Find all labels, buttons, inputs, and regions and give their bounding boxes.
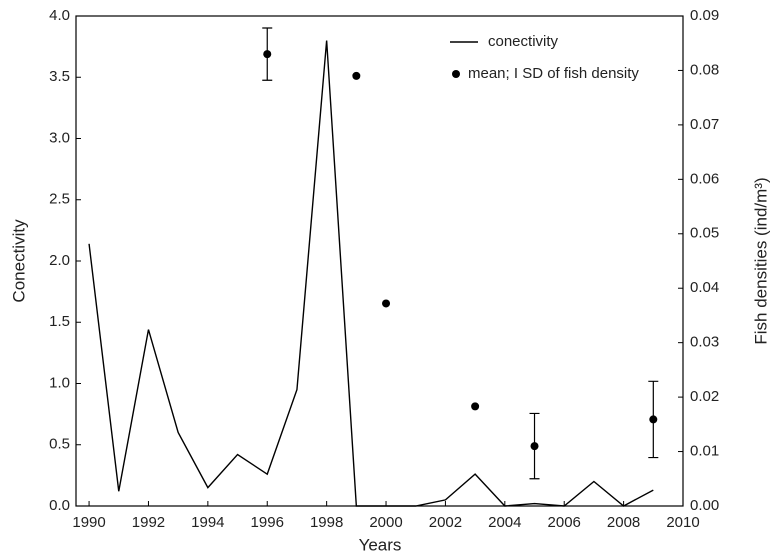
data-point (382, 299, 391, 308)
x-axis-title: Years (359, 535, 402, 554)
data-point (471, 402, 480, 411)
y2-tick-label: 0.01 (690, 443, 719, 460)
y2-tick-label: 0.04 (690, 279, 719, 296)
y2-axis-title: Fish densities (ind/m³) (751, 177, 770, 344)
y-axis-title: Conectivity (9, 219, 28, 303)
x-tick-label: 2002 (429, 514, 462, 531)
x-tick-label: 2010 (666, 514, 699, 531)
legend-label: conectivity (488, 33, 559, 50)
y-tick-label: 2.0 (49, 252, 70, 269)
y-tick-label: 4.0 (49, 7, 70, 24)
y2-tick-label: 0.00 (690, 497, 719, 514)
x-tick-label: 2000 (369, 514, 402, 531)
legend-label: mean; I SD of fish density (468, 65, 639, 82)
x-tick-label: 2006 (548, 514, 581, 531)
data-point (263, 50, 272, 59)
y-tick-label: 1.5 (49, 313, 70, 330)
y2-tick-label: 0.03 (690, 334, 719, 351)
x-tick-label: 1996 (251, 514, 284, 531)
y-tick-label: 3.0 (49, 129, 70, 146)
y-tick-label: 0.5 (49, 436, 70, 453)
y2-tick-label: 0.06 (690, 170, 719, 187)
y2-tick-label: 0.09 (690, 7, 719, 24)
y2-tick-label: 0.02 (690, 388, 719, 405)
data-point (352, 71, 361, 80)
data-point (530, 442, 539, 451)
y2-tick-label: 0.08 (690, 61, 719, 78)
x-tick-label: 2008 (607, 514, 640, 531)
series-line (88, 40, 654, 507)
plot-frame (75, 15, 684, 507)
y-tick-label: 1.0 (49, 374, 70, 391)
legend-swatch (452, 70, 460, 78)
x-tick-label: 1998 (310, 514, 343, 531)
y-tick-label: 2.5 (49, 191, 70, 208)
y-tick-label: 3.5 (49, 68, 70, 85)
y-tick-label: 0.0 (49, 497, 70, 514)
x-tick-label: 1990 (72, 514, 105, 531)
data-point (649, 415, 658, 424)
x-tick-label: 1992 (132, 514, 165, 531)
y2-tick-label: 0.07 (690, 116, 719, 133)
x-tick-label: 1994 (191, 514, 224, 531)
x-tick-label: 2004 (488, 514, 521, 531)
y2-tick-label: 0.05 (690, 225, 719, 242)
